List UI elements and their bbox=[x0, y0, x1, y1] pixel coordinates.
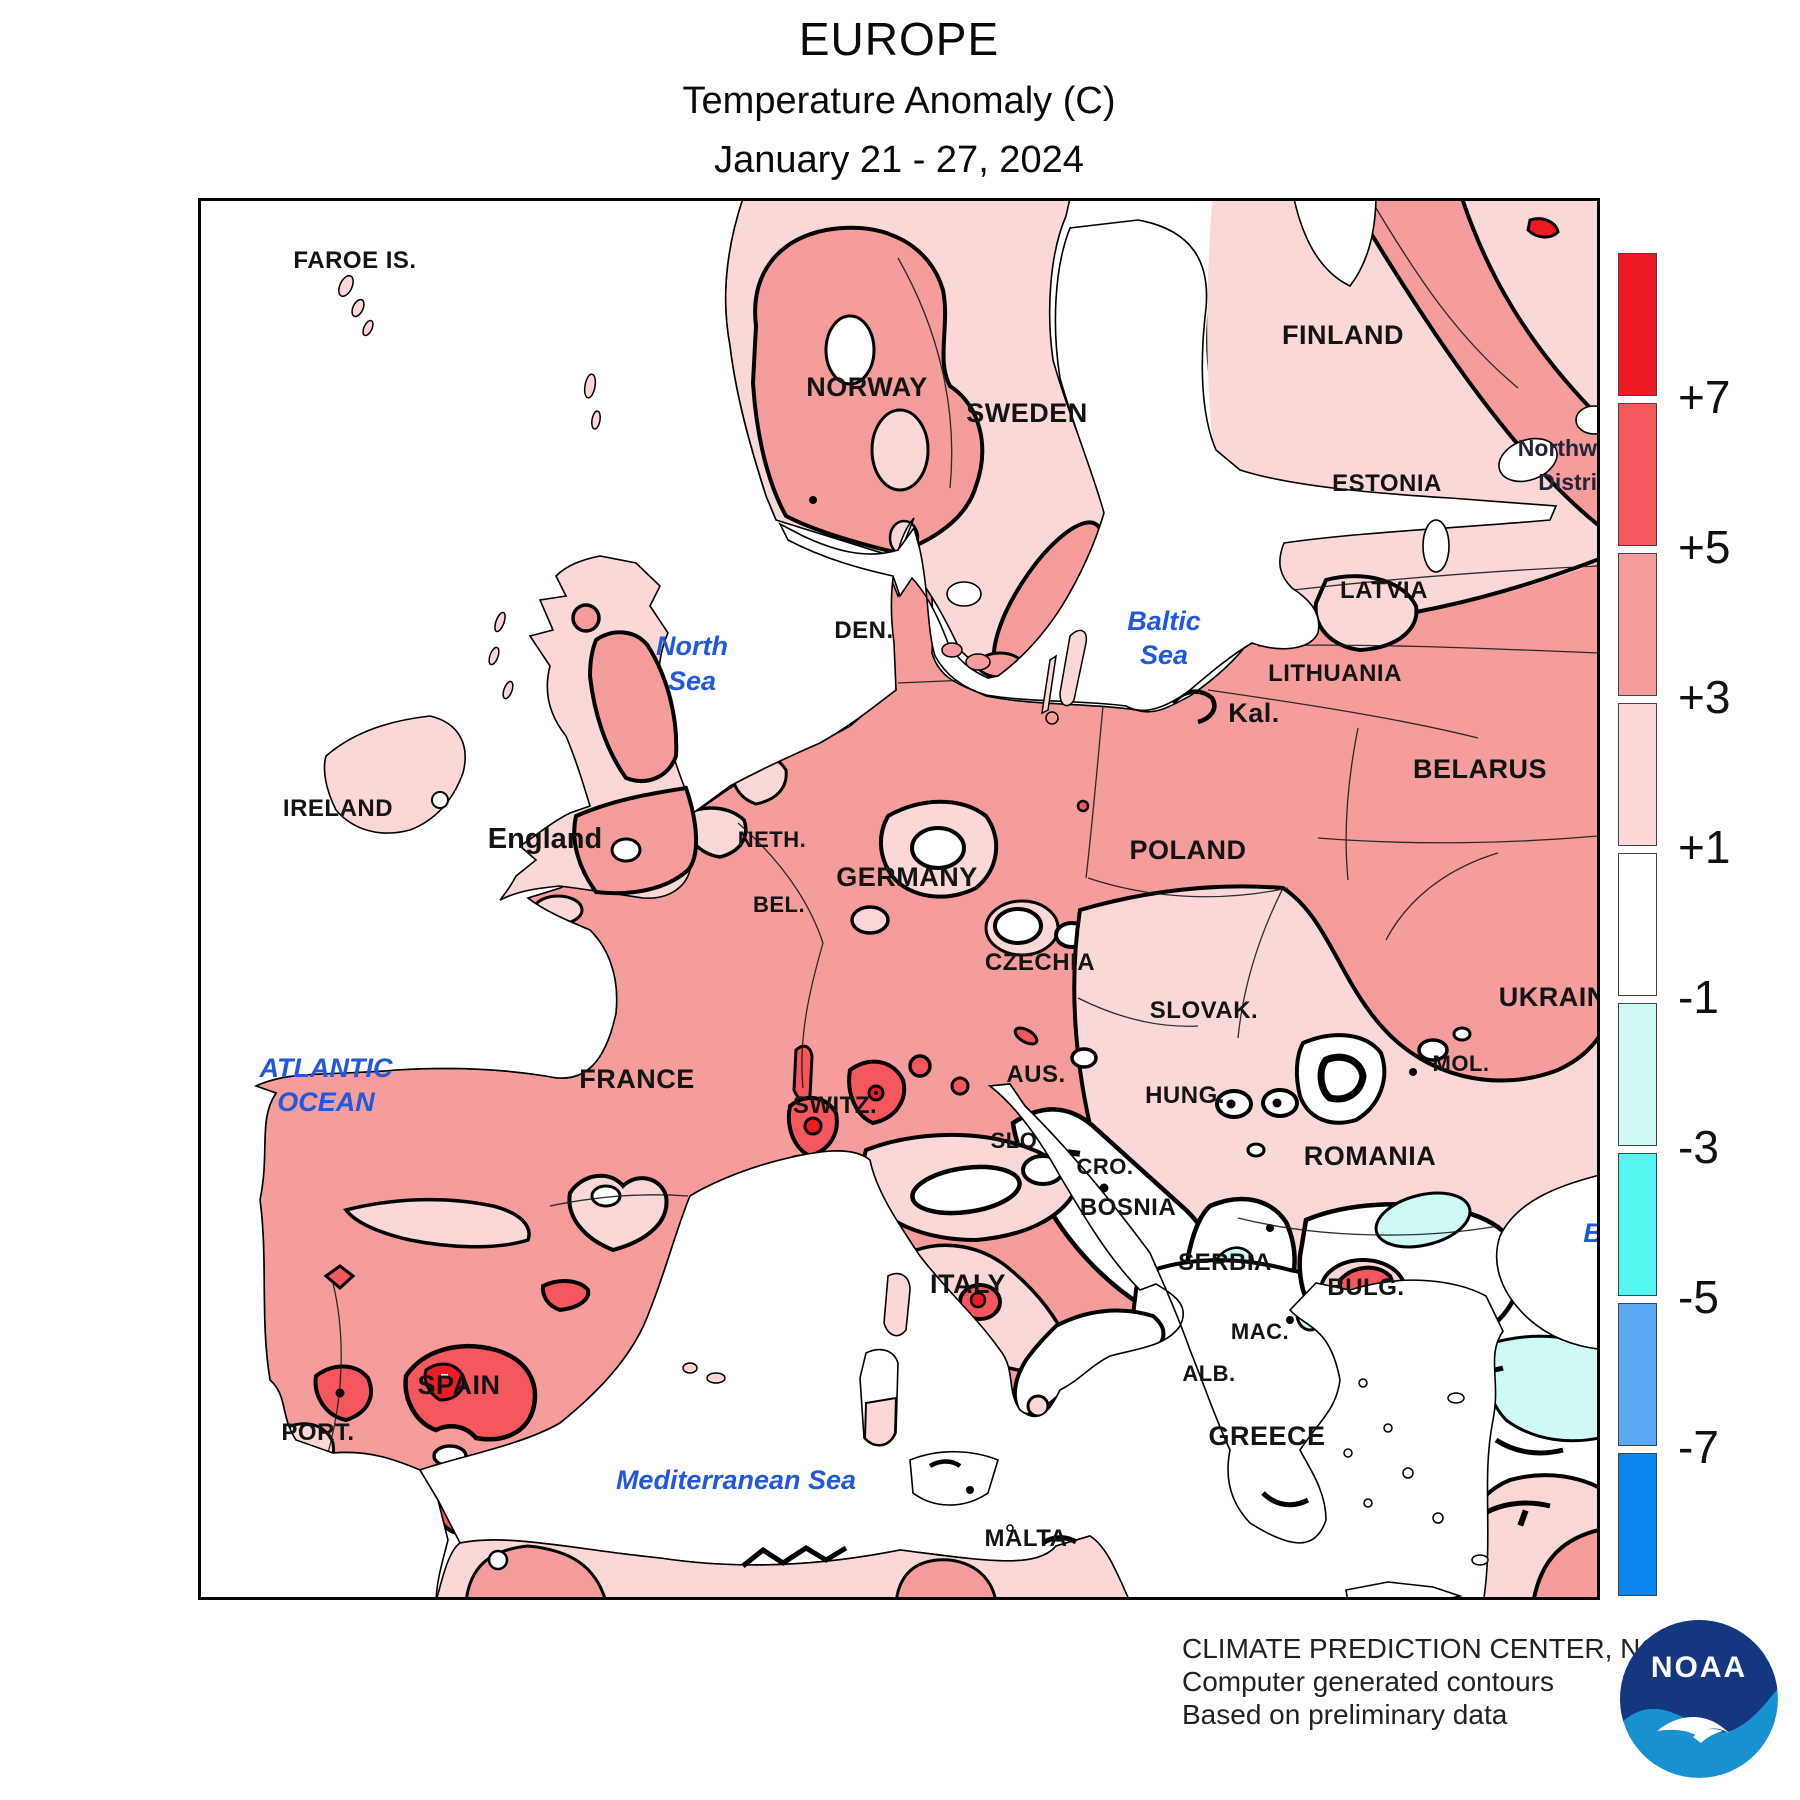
map-label-port-: PORT. bbox=[281, 1419, 354, 1446]
legend-swatch-minus-3-to-1 bbox=[1618, 1003, 1657, 1146]
page-title: EUROPE bbox=[798, 13, 1000, 65]
seagull-icon bbox=[1657, 1717, 1729, 1737]
noaa-logo-sky bbox=[1620, 1620, 1778, 1733]
map-label-neth-: NETH. bbox=[738, 827, 807, 852]
map-label-kal-: Kal. bbox=[1228, 698, 1280, 728]
legend-label--5: -5 bbox=[1678, 1270, 1719, 1323]
map-label-greece: GREECE bbox=[1208, 1421, 1325, 1451]
country-borders bbox=[327, 207, 1599, 1454]
page-subtitle: Temperature Anomaly (C) bbox=[682, 80, 1116, 122]
map-label-czechia: CZECHIA bbox=[985, 949, 1095, 976]
legend-swatch-minus-7-to-5 bbox=[1618, 1303, 1657, 1446]
map-label-bel-: BEL. bbox=[753, 892, 805, 917]
map-label-distri: Distri bbox=[1538, 469, 1597, 495]
map-label-serbia: SERBIA bbox=[1178, 1249, 1272, 1276]
attribution-line3: Based on preliminary data bbox=[1182, 1699, 1508, 1730]
legend-label-+1: +1 bbox=[1678, 820, 1731, 873]
map-label-bulg-: BULG. bbox=[1327, 1274, 1404, 1301]
map-label-mediterranean-sea: Mediterranean Sea bbox=[616, 1465, 856, 1495]
map-label-norway: NORWAY bbox=[806, 372, 928, 402]
legend-label--1: -1 bbox=[1678, 970, 1719, 1023]
map-label-ocean: OCEAN bbox=[277, 1087, 375, 1117]
map-label-b: B bbox=[1583, 1218, 1600, 1248]
north-africa bbox=[435, 1535, 1130, 1600]
attribution-line2: Computer generated contours bbox=[1182, 1666, 1554, 1697]
map-label-poland: POLAND bbox=[1130, 835, 1247, 865]
map-label-ireland: IRELAND bbox=[283, 795, 393, 822]
title-block: EUROPE Temperature Anomaly (C) January 2… bbox=[199, 8, 1599, 182]
map-label-spain: SPAIN bbox=[417, 1370, 500, 1400]
map-label-den-: DEN. bbox=[834, 617, 893, 644]
map-label-ukraine: UKRAINE bbox=[1499, 982, 1600, 1012]
map-label-switz-: SWITZ. bbox=[793, 1092, 877, 1119]
map-label-lithuania: LITHUANIA bbox=[1268, 660, 1402, 687]
map-label-romania: ROMANIA bbox=[1304, 1141, 1437, 1171]
map-label-england: England bbox=[488, 823, 602, 855]
map-label-north: North bbox=[656, 631, 728, 661]
islands bbox=[323, 274, 1489, 1600]
map-label-sea: Sea bbox=[1140, 640, 1188, 670]
legend-swatch-plus-5-to-7 bbox=[1618, 403, 1657, 546]
map-label-belarus: BELARUS bbox=[1413, 754, 1547, 784]
legend-label--7: -7 bbox=[1678, 1420, 1719, 1473]
map-label-cro-: CRO. bbox=[1077, 1154, 1134, 1179]
map-label-mac-: MAC. bbox=[1231, 1319, 1289, 1344]
map-label-hung-: HUNG. bbox=[1145, 1082, 1225, 1109]
map-label-italy: ITALY bbox=[930, 1269, 1006, 1299]
map-label-sweden: SWEDEN bbox=[966, 398, 1088, 428]
map-label-baltic: Baltic bbox=[1127, 606, 1201, 636]
noaa-logo-svg: NOAA bbox=[1620, 1620, 1778, 1778]
attribution: CLIMATE PREDICTION CENTER, NOAA Computer… bbox=[1182, 1632, 1700, 1731]
legend-swatch-minus-5-to-3 bbox=[1618, 1153, 1657, 1296]
map-label-aus-: AUS. bbox=[1006, 1061, 1065, 1088]
map-label-faroe-is-: FAROE IS. bbox=[293, 247, 416, 274]
map-label-finland: FINLAND bbox=[1282, 320, 1404, 350]
map-labels: FAROE IS. NORWAY SWEDEN FINLAND ESTONIA North… bbox=[259, 247, 1600, 1552]
europe-map-svg: FAROE IS. NORWAY SWEDEN FINLAND ESTONIA North… bbox=[198, 198, 1600, 1600]
map-label-sea: Sea bbox=[668, 666, 716, 696]
map-label-france: FRANCE bbox=[579, 1064, 695, 1094]
legend-label-+7: +7 bbox=[1678, 370, 1731, 423]
map-label-mol-: MOL. bbox=[1433, 1051, 1490, 1076]
legend-label--3: -3 bbox=[1678, 1120, 1719, 1173]
map-label-latvia: LATVIA bbox=[1340, 577, 1428, 604]
legend-swatch-above-plus-7 bbox=[1618, 253, 1657, 396]
map-label-alb-: ALB. bbox=[1182, 1361, 1235, 1386]
map-label-atlantic: ATLANTIC bbox=[259, 1053, 393, 1083]
legend-label-+3: +3 bbox=[1678, 670, 1731, 723]
noaa-logo: NOAA bbox=[1619, 1619, 1779, 1779]
seas bbox=[198, 198, 1600, 1600]
map-label-malta: MALTA bbox=[985, 1525, 1068, 1552]
map-label-bosnia: BOSNIA bbox=[1080, 1194, 1176, 1221]
map-label-germany: GERMANY bbox=[836, 862, 978, 892]
map-frame bbox=[198, 198, 1600, 1600]
map-label-slo: SLO bbox=[991, 1128, 1038, 1153]
map-label-slovak-: SLOVAK. bbox=[1150, 997, 1258, 1024]
map-label-estonia: ESTONIA bbox=[1332, 470, 1442, 497]
map-label-northw: Northw bbox=[1518, 435, 1597, 461]
date-range: January 21 - 27, 2024 bbox=[714, 139, 1084, 181]
legend-swatch-minus-1-to-plus-1 bbox=[1618, 853, 1657, 996]
legend-swatch-plus-1-to-3 bbox=[1618, 703, 1657, 846]
legend-swatch-below-minus-7 bbox=[1618, 1453, 1657, 1596]
attribution-line1: CLIMATE PREDICTION CENTER, NOAA bbox=[1182, 1633, 1700, 1664]
noaa-logo-text: NOAA bbox=[1651, 1651, 1747, 1684]
legend-swatch-plus-3-to-5 bbox=[1618, 553, 1657, 696]
legend-label-+5: +5 bbox=[1678, 520, 1731, 573]
europe-map: FAROE IS. NORWAY SWEDEN FINLAND ESTONIA North… bbox=[198, 198, 1600, 1600]
seagull-wing-icon bbox=[1693, 1729, 1723, 1743]
